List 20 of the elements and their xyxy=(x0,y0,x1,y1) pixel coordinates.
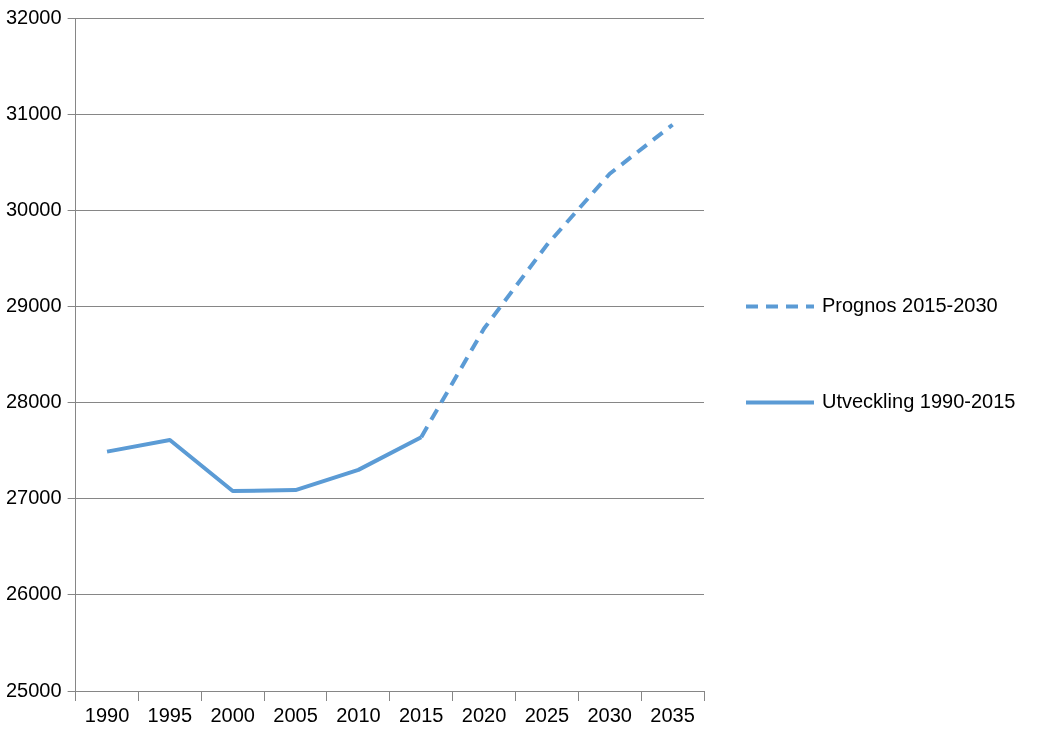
legend-label: Utveckling 1990-2015 xyxy=(822,390,1016,413)
x-tick-label: 2000 xyxy=(210,703,255,726)
y-tick-label: 27000 xyxy=(5,486,62,509)
y-tick-label: 32000 xyxy=(5,5,62,28)
x-tick-label: 1990 xyxy=(84,703,130,726)
x-tick-label: 2005 xyxy=(273,703,318,726)
y-tick-label: 30000 xyxy=(5,197,62,220)
y-tick-label: 31000 xyxy=(5,101,62,124)
legend-label: Prognos 2015-2030 xyxy=(822,294,998,317)
y-tick-label: 25000 xyxy=(5,678,62,701)
x-tick-label: 1995 xyxy=(147,703,193,726)
y-tick-label: 26000 xyxy=(5,582,62,605)
y-tick-label: 29000 xyxy=(5,293,62,316)
x-tick-label: 2010 xyxy=(336,703,381,726)
x-tick-label: 2020 xyxy=(461,703,507,726)
x-tick-label: 2015 xyxy=(398,703,444,726)
x-tick-label: 2035 xyxy=(650,703,695,726)
y-tick-label: 28000 xyxy=(5,390,62,413)
x-tick-label: 2030 xyxy=(587,703,632,726)
x-tick-label: 2025 xyxy=(524,703,570,726)
